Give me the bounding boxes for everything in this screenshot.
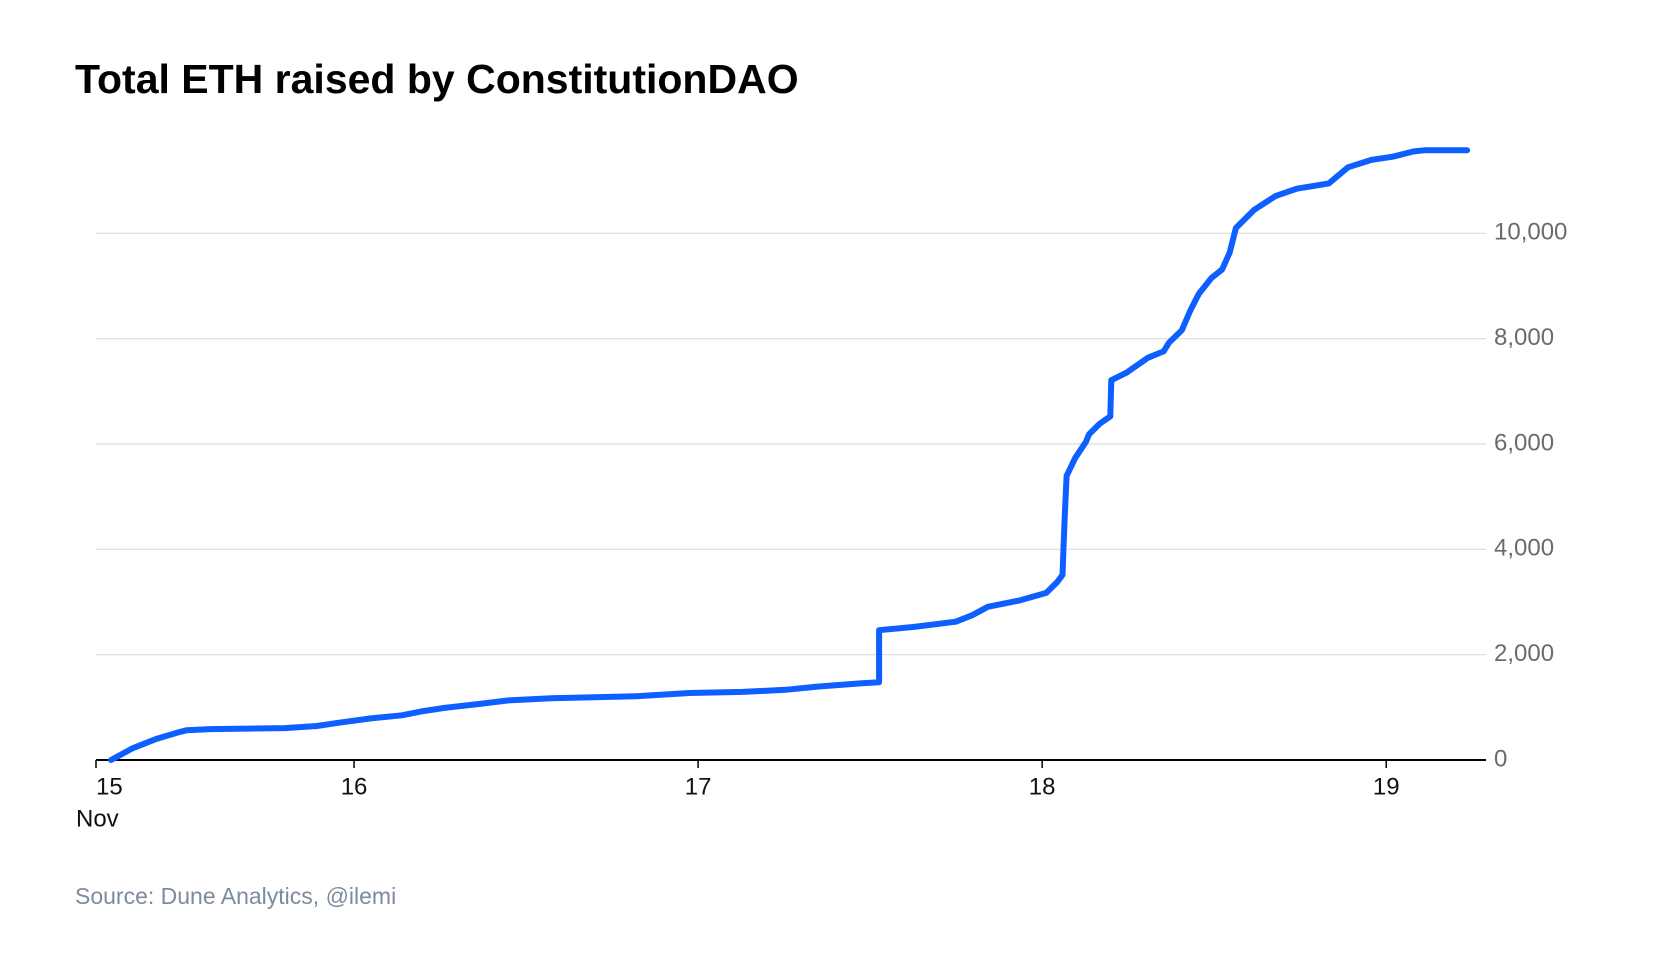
x-tick-label: 19 <box>1373 773 1400 800</box>
data-line <box>108 147 1471 763</box>
y-tick-label: 0 <box>1494 745 1507 772</box>
x-tick-label: 18 <box>1029 773 1056 800</box>
y-tick-label: 4,000 <box>1494 535 1554 562</box>
x-tick-label: 17 <box>685 773 712 800</box>
source-note: Source: Dune Analytics, @ilemi <box>75 883 396 909</box>
y-tick-label: 10,000 <box>1494 219 1567 246</box>
x-tick-label: 16 <box>341 773 368 800</box>
chart-title: Total ETH raised by ConstitutionDAO <box>75 56 799 102</box>
x-tick-label: 15 <box>96 773 123 800</box>
y-tick-label: 2,000 <box>1494 640 1554 667</box>
y-tick-label: 6,000 <box>1494 429 1554 456</box>
x-month-label: Nov <box>76 805 119 832</box>
y-tick-label: 8,000 <box>1494 324 1554 351</box>
